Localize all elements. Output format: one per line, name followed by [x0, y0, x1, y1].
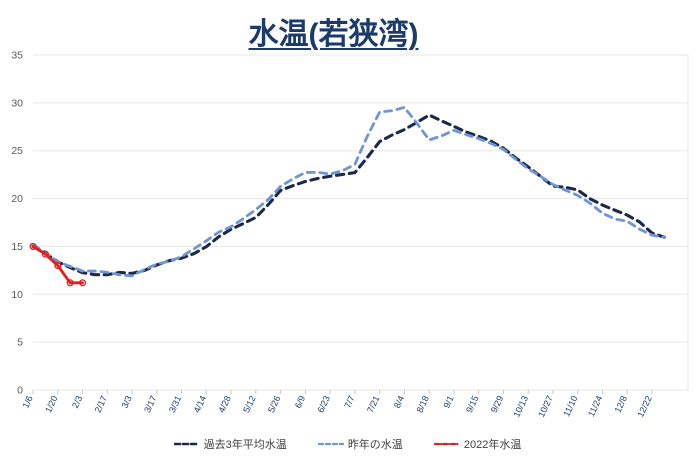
svg-text:1/20: 1/20 [43, 394, 59, 414]
svg-text:12/8: 12/8 [613, 394, 629, 414]
svg-text:30: 30 [11, 97, 23, 109]
svg-text:5: 5 [17, 337, 23, 349]
svg-text:3/17: 3/17 [142, 394, 158, 414]
svg-text:7/7: 7/7 [342, 394, 356, 410]
svg-text:9/29: 9/29 [489, 394, 505, 414]
svg-text:5/12: 5/12 [241, 394, 257, 414]
svg-text:20: 20 [11, 193, 23, 205]
svg-text:3/31: 3/31 [167, 394, 183, 414]
svg-text:11/24: 11/24 [586, 394, 604, 418]
svg-text:8/18: 8/18 [415, 394, 431, 414]
svg-text:9/1: 9/1 [441, 394, 455, 410]
svg-text:8/4: 8/4 [392, 394, 406, 410]
svg-text:4/14: 4/14 [192, 394, 208, 414]
svg-text:15: 15 [11, 241, 23, 253]
svg-text:12/22: 12/22 [635, 394, 654, 419]
svg-text:7/21: 7/21 [365, 394, 381, 414]
svg-text:10: 10 [11, 289, 23, 301]
svg-text:10/13: 10/13 [511, 394, 530, 419]
svg-text:2/3: 2/3 [70, 394, 84, 410]
svg-text:9/15: 9/15 [464, 394, 480, 414]
svg-text:10/27: 10/27 [536, 394, 555, 419]
svg-text:0: 0 [17, 385, 23, 397]
svg-text:11/10: 11/10 [561, 394, 579, 418]
svg-text:5/26: 5/26 [266, 394, 282, 414]
svg-text:4/28: 4/28 [216, 394, 232, 414]
svg-text:6/9: 6/9 [293, 394, 307, 410]
svg-text:6/23: 6/23 [315, 394, 331, 414]
svg-text:2/17: 2/17 [93, 394, 109, 414]
svg-text:3/3: 3/3 [120, 394, 134, 410]
svg-text:25: 25 [11, 145, 23, 157]
